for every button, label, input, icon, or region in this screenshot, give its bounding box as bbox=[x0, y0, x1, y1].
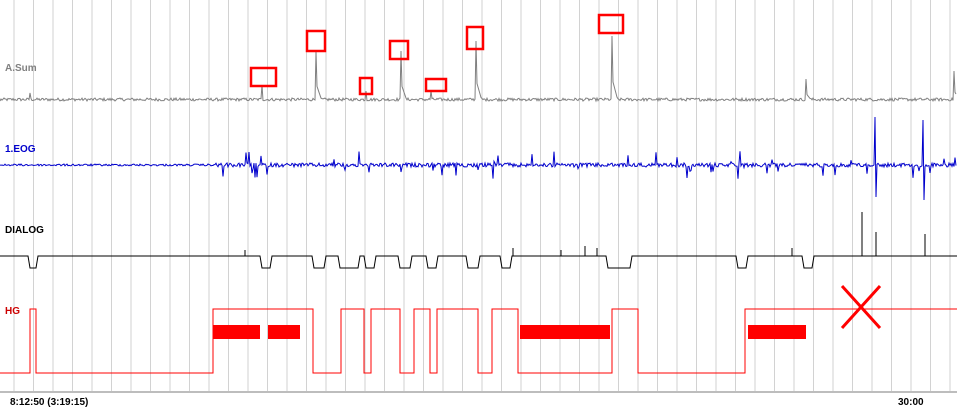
hg-dense-block bbox=[268, 325, 300, 339]
end-time-label: 30:00 bbox=[898, 397, 924, 408]
markers bbox=[249, 13, 882, 330]
channel-label-hg: HG bbox=[5, 306, 20, 317]
time-scrollbar[interactable] bbox=[0, 391, 957, 393]
traces bbox=[0, 35, 957, 374]
annotation-box bbox=[424, 77, 448, 93]
grid bbox=[13, 0, 951, 392]
annotation-box bbox=[249, 66, 278, 88]
start-time-label: 8:12:50 (3:19:15) bbox=[10, 397, 89, 408]
channel-label-eog: 1.EOG bbox=[5, 144, 36, 155]
trace-dialog bbox=[0, 255, 957, 269]
trace-hg bbox=[0, 308, 957, 374]
trace-eog bbox=[0, 116, 957, 201]
annotation-box bbox=[358, 76, 374, 96]
channel-label-dialog: DIALOG bbox=[5, 225, 44, 236]
channel-label-asum: A.Sum bbox=[5, 63, 37, 74]
annotation-box bbox=[305, 29, 327, 53]
hg-dense-block bbox=[520, 325, 610, 339]
annotation-box bbox=[388, 39, 410, 61]
hg-dense-block bbox=[748, 325, 806, 339]
annotation-box bbox=[597, 13, 625, 35]
signal-plot bbox=[0, 0, 957, 392]
hg-dense-block bbox=[213, 325, 260, 339]
annotation-cross-stroke bbox=[840, 284, 882, 330]
annotation-box bbox=[465, 25, 485, 51]
trace-asum bbox=[0, 35, 957, 103]
